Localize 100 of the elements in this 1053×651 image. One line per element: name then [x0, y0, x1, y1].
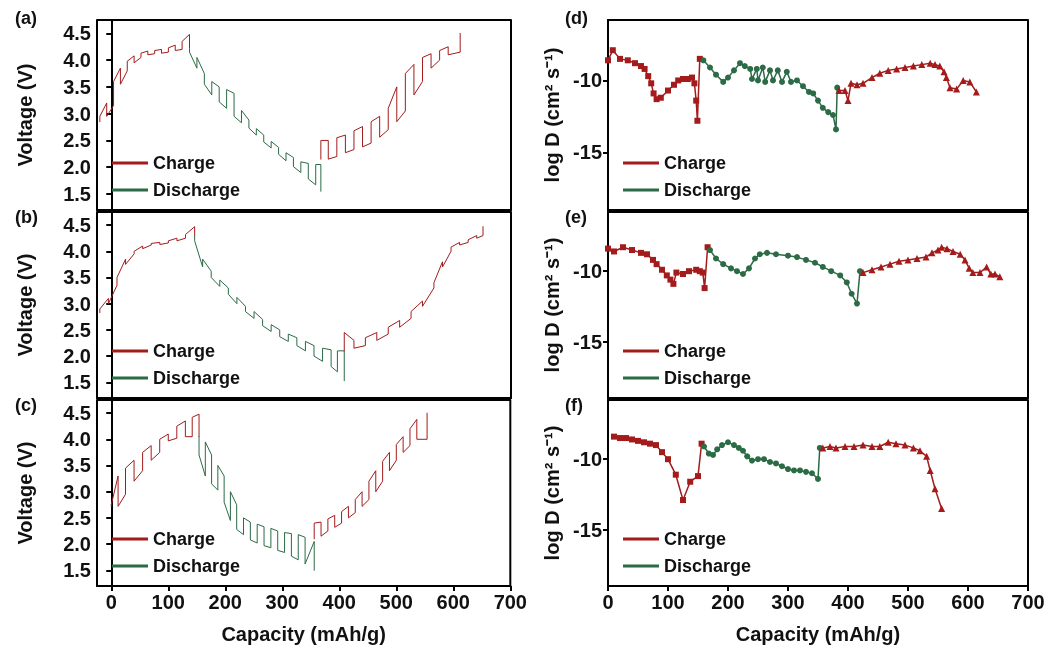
- point: [641, 65, 648, 72]
- point: [909, 62, 917, 70]
- point: [969, 269, 977, 277]
- chart-title: (b): [15, 207, 38, 227]
- y-tick-label: 3.0: [63, 480, 91, 503]
- point: [753, 65, 760, 72]
- y-axis-title: log D (cm² s⁻¹): [541, 237, 564, 373]
- point: [761, 456, 767, 463]
- point: [923, 452, 931, 460]
- y-tick-label: -10: [573, 260, 602, 283]
- point: [868, 266, 876, 274]
- point: [648, 80, 655, 87]
- point: [756, 251, 763, 258]
- point: [764, 249, 770, 256]
- point: [904, 256, 912, 264]
- point: [803, 468, 809, 475]
- point: [714, 446, 721, 453]
- y-axis-title: Voltage (V): [14, 253, 36, 357]
- point: [826, 443, 834, 450]
- legend-label: Charge: [664, 153, 727, 173]
- point: [991, 270, 999, 278]
- point: [876, 69, 884, 77]
- y-tick-label: 4.5: [63, 402, 91, 425]
- point: [605, 245, 611, 252]
- point: [785, 252, 791, 259]
- point: [731, 67, 737, 74]
- line-series: [313, 412, 428, 540]
- line-series: [320, 32, 461, 160]
- point: [800, 83, 806, 90]
- point: [672, 471, 679, 478]
- point: [809, 470, 815, 477]
- point: [868, 443, 876, 450]
- point: [663, 272, 670, 279]
- point: [686, 268, 692, 275]
- point: [810, 90, 817, 97]
- legend-label: Charge: [664, 341, 727, 361]
- point: [713, 71, 719, 78]
- point: [695, 473, 701, 480]
- y-tick-label: 3.0: [63, 102, 91, 125]
- point: [892, 440, 900, 448]
- y-tick-label: -10: [573, 69, 602, 92]
- point: [770, 77, 776, 84]
- legend-label: Charge: [664, 529, 727, 549]
- point: [687, 478, 694, 485]
- chart-title: (c): [15, 395, 37, 415]
- point: [938, 505, 946, 512]
- point: [953, 85, 961, 93]
- point: [720, 78, 727, 85]
- point: [837, 272, 844, 279]
- point: [653, 261, 660, 268]
- point: [650, 90, 657, 97]
- point: [819, 104, 826, 111]
- chart-title: (e): [565, 207, 587, 227]
- point: [886, 260, 894, 268]
- point: [665, 456, 671, 463]
- y-tick-label: 1.5: [63, 371, 91, 394]
- point: [755, 77, 761, 84]
- point: [779, 463, 785, 470]
- y-tick-label: 2.0: [63, 345, 91, 368]
- x-tick-label: 700: [493, 591, 527, 613]
- line-series: [99, 33, 191, 123]
- point: [759, 64, 766, 71]
- point: [617, 435, 623, 442]
- point: [611, 433, 617, 440]
- point: [943, 245, 951, 253]
- point: [830, 112, 836, 118]
- point: [670, 280, 677, 287]
- y-tick-label: 2.5: [63, 318, 91, 341]
- point: [859, 269, 867, 277]
- y-axis-title: log D (cm² s⁻¹): [541, 425, 564, 561]
- x-tick-label: 500: [379, 591, 413, 613]
- point: [794, 77, 800, 84]
- point: [632, 60, 638, 67]
- point: [976, 269, 984, 277]
- point: [605, 57, 611, 64]
- point: [774, 67, 781, 74]
- legend-label: Discharge: [153, 180, 241, 200]
- legend-label: Charge: [153, 341, 216, 361]
- chart-title: (f): [565, 395, 583, 415]
- point: [965, 264, 973, 272]
- point: [791, 467, 797, 474]
- point: [653, 442, 659, 449]
- point: [725, 74, 731, 81]
- x-tick-label: 200: [208, 591, 242, 613]
- x-tick-label: 400: [831, 591, 865, 613]
- y-tick-label: 3.0: [63, 292, 91, 315]
- point: [734, 268, 740, 275]
- point: [841, 87, 849, 95]
- x-tick-label: 300: [771, 591, 805, 613]
- point: [749, 76, 755, 83]
- point: [749, 457, 755, 464]
- legend-label: Charge: [153, 153, 216, 173]
- point: [659, 449, 665, 456]
- point: [680, 497, 686, 504]
- point: [735, 444, 742, 451]
- point: [700, 57, 707, 64]
- point: [895, 257, 903, 265]
- point: [819, 263, 826, 270]
- legend-label: Charge: [153, 529, 216, 549]
- point: [665, 87, 671, 94]
